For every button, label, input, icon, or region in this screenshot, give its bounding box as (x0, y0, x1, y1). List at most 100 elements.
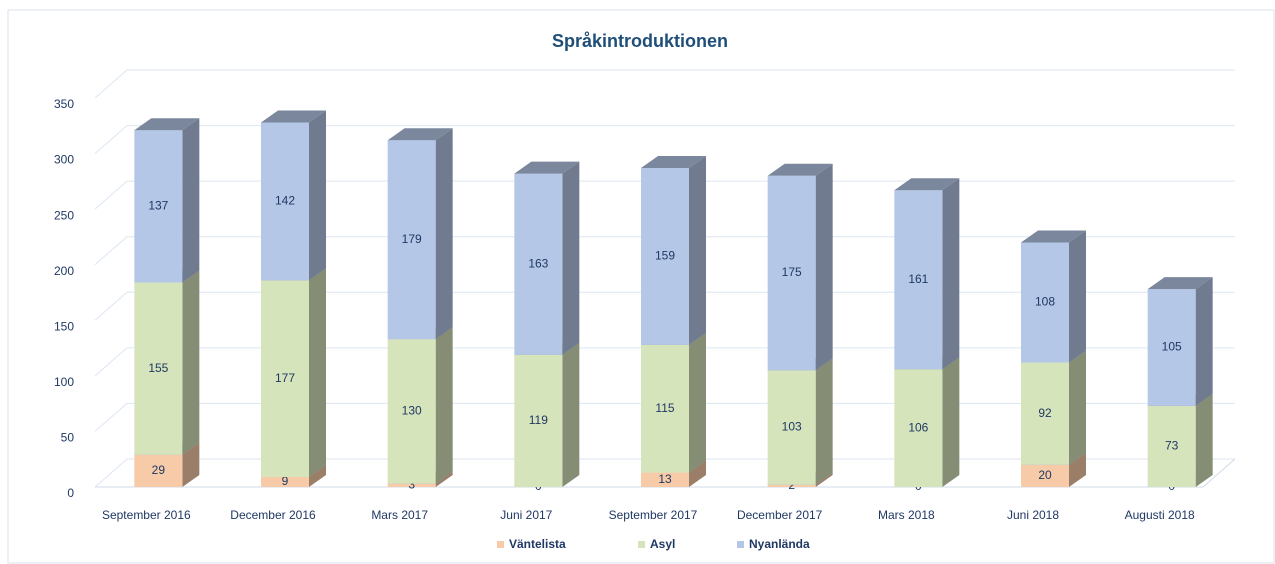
data-label: 9 (282, 474, 289, 488)
data-label: 106 (908, 420, 928, 434)
bar (134, 454, 183, 487)
bar (641, 168, 689, 345)
bar-top (767, 163, 833, 176)
bar-top (387, 128, 453, 141)
data-label: 115 (655, 401, 674, 415)
bar-side (435, 327, 453, 484)
bar-side (1195, 277, 1213, 406)
bar (894, 369, 943, 487)
x-tick-label: September 2016 (102, 508, 191, 522)
bar (767, 370, 816, 485)
grid-line (94, 125, 1235, 154)
bar-side (815, 163, 833, 371)
data-label: 2 (788, 478, 795, 492)
bar (1147, 405, 1196, 487)
bar (387, 339, 436, 484)
bar (134, 130, 183, 283)
grid-line (94, 402, 1235, 432)
y-tick-label: 50 (61, 431, 75, 445)
bar-top (514, 161, 580, 174)
data-label: 108 (1035, 295, 1055, 309)
data-label: 161 (908, 272, 928, 286)
bar (261, 122, 309, 281)
data-label: 29 (152, 463, 166, 477)
bar (767, 484, 816, 487)
bar-side (435, 471, 453, 487)
legend-label: Väntelista (509, 537, 566, 551)
bar-side (435, 128, 453, 340)
chart-title: Språkintroduktionen (552, 31, 728, 51)
bar-side (1069, 452, 1086, 487)
bar-side (309, 464, 326, 487)
data-label: 177 (275, 371, 295, 385)
x-tick-label: September 2017 (609, 508, 698, 522)
data-label: 20 (1038, 468, 1052, 482)
x-tick-label: Mars 2017 (371, 508, 428, 522)
legend-marker (638, 541, 645, 548)
bar (514, 354, 563, 487)
data-label: 137 (148, 199, 168, 213)
bar-side (689, 332, 706, 473)
x-tick-label: Mars 2018 (878, 508, 935, 522)
data-label: 73 (1165, 439, 1179, 453)
data-label: 163 (528, 256, 548, 270)
bar-side (182, 442, 200, 487)
bar-top (641, 156, 706, 169)
bar-side (562, 161, 580, 355)
bar (1147, 289, 1196, 406)
bar-side (815, 358, 833, 485)
grid-line (94, 180, 1235, 210)
bar-side (562, 342, 580, 487)
data-label: 179 (402, 232, 422, 246)
bar (134, 282, 183, 455)
bar-top (1147, 277, 1213, 290)
x-tick-label: Juni 2017 (500, 508, 552, 522)
bar-side (1195, 393, 1213, 487)
bar (1021, 464, 1069, 487)
floor-line (95, 458, 1236, 488)
bar-side (182, 270, 200, 455)
bar-top (894, 178, 960, 191)
bar-side (942, 357, 960, 487)
bar (641, 344, 689, 473)
legend-marker (737, 541, 744, 548)
data-label: 119 (529, 413, 548, 427)
data-label: 142 (275, 194, 295, 208)
legend-marker (497, 541, 504, 548)
bar-top (134, 118, 200, 131)
bar (514, 173, 563, 355)
bar (1021, 242, 1069, 363)
y-tick-label: 250 (54, 208, 74, 222)
data-label: 92 (1038, 406, 1052, 420)
bar-side (942, 178, 960, 370)
grid-line (94, 236, 1235, 266)
y-tick-label: 350 (54, 97, 74, 111)
y-tick-label: 0 (67, 486, 74, 500)
x-tick-label: December 2016 (230, 508, 316, 522)
bar-side (309, 268, 326, 477)
bar-side (182, 118, 200, 283)
y-tick-label: 300 (54, 153, 74, 167)
y-tick-label: 200 (54, 264, 74, 278)
bar (894, 190, 943, 370)
data-label: 105 (1162, 340, 1182, 354)
bar (261, 280, 309, 477)
data-label: 3 (408, 478, 415, 492)
bar-side (1069, 350, 1086, 465)
legend-label: Nyanlända (749, 537, 810, 551)
bar-top (261, 110, 326, 123)
bar (387, 483, 436, 487)
data-label: 13 (658, 472, 672, 486)
x-tick-label: Juni 2018 (1007, 508, 1059, 522)
bar-side (689, 460, 706, 487)
bar-top (1021, 230, 1086, 243)
bar (641, 472, 689, 487)
data-label: 155 (148, 361, 168, 375)
data-label: 159 (655, 249, 675, 263)
x-tick-label: Augusti 2018 (1125, 508, 1195, 522)
bar (261, 476, 309, 487)
y-tick-label: 150 (54, 319, 74, 333)
grid-line (94, 347, 1235, 377)
data-label: 175 (782, 265, 802, 279)
